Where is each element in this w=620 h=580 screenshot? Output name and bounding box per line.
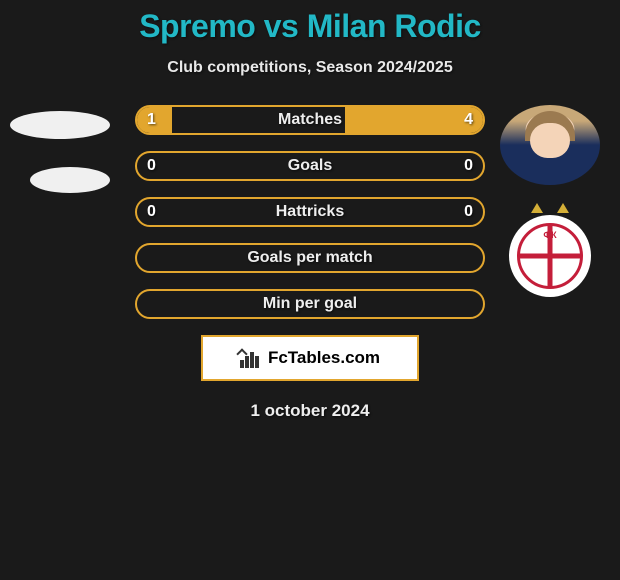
right-player-column — [500, 105, 600, 297]
right-player-avatar — [500, 105, 600, 185]
stat-right-value: 4 — [464, 111, 473, 129]
left-player-column — [10, 105, 110, 193]
stat-left-value: 1 — [147, 111, 156, 129]
stat-label: Min per goal — [263, 295, 357, 313]
stat-label: Hattricks — [276, 203, 344, 221]
brand-logo-box[interactable]: FcTables.com — [201, 335, 419, 381]
page-title: Spremo vs Milan Rodic — [0, 0, 620, 45]
left-player-avatar-placeholder — [10, 111, 110, 139]
brand-text: FcTables.com — [268, 348, 380, 368]
stat-row-hattricks: 0 Hattricks 0 — [135, 197, 485, 227]
brand-chart-icon — [240, 348, 262, 368]
club-crest-icon — [517, 223, 583, 289]
left-club-badge-placeholder — [30, 167, 110, 193]
stat-rows: 1 Matches 4 0 Goals 0 0 Hattricks 0 Goal… — [135, 105, 485, 319]
stat-left-value: 0 — [147, 157, 156, 175]
comparison-panel: 1 Matches 4 0 Goals 0 0 Hattricks 0 Goal… — [0, 105, 620, 319]
date-label: 1 october 2024 — [0, 401, 620, 421]
stat-label: Matches — [278, 111, 342, 129]
stat-row-goals-per-match: Goals per match — [135, 243, 485, 273]
subtitle: Club competitions, Season 2024/2025 — [0, 59, 620, 77]
stat-right-value: 0 — [464, 203, 473, 221]
stat-row-matches: 1 Matches 4 — [135, 105, 485, 135]
stat-row-min-per-goal: Min per goal — [135, 289, 485, 319]
stat-right-fill — [345, 107, 483, 133]
stat-label: Goals — [288, 157, 332, 175]
stat-left-value: 0 — [147, 203, 156, 221]
stat-label: Goals per match — [247, 249, 372, 267]
stat-row-goals: 0 Goals 0 — [135, 151, 485, 181]
stat-right-value: 0 — [464, 157, 473, 175]
right-club-badge — [509, 215, 591, 297]
